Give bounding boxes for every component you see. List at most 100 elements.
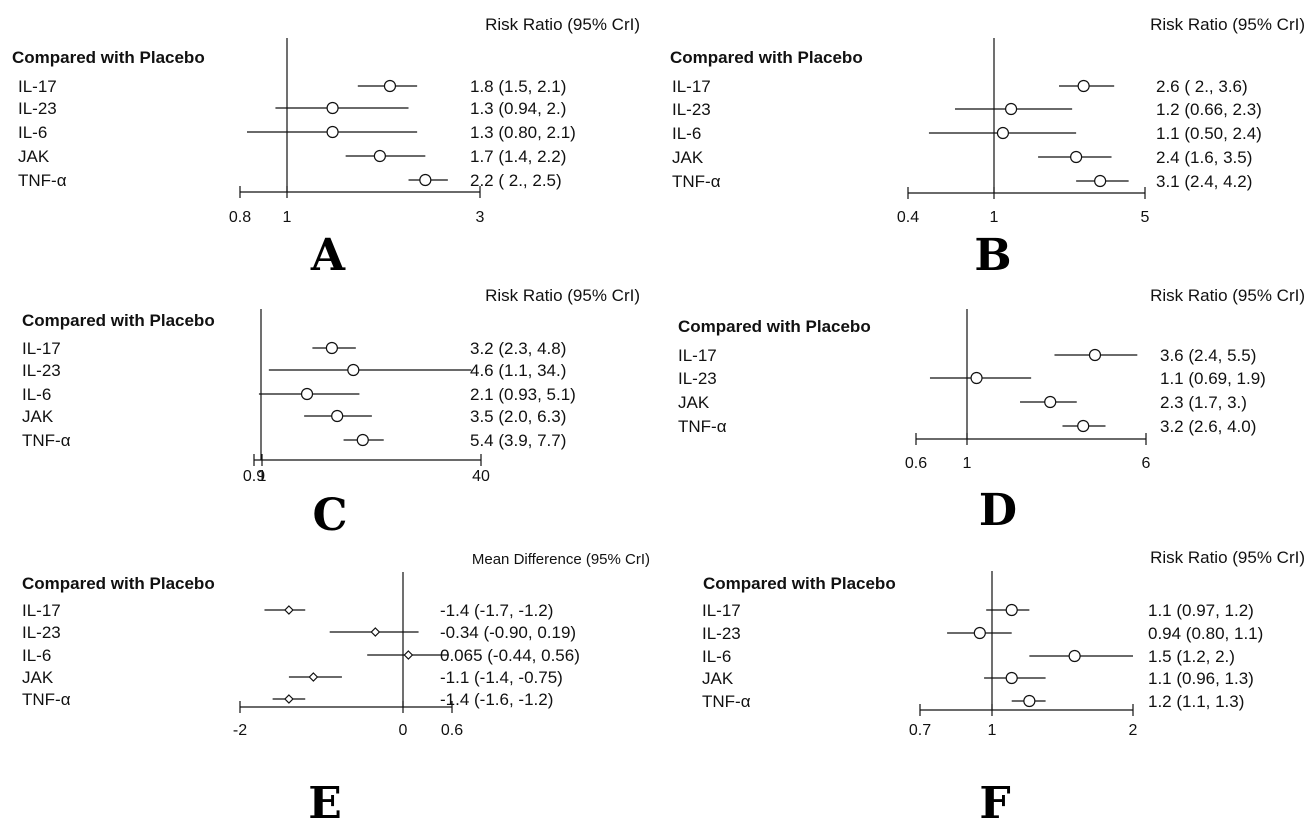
tick-label: 3 <box>476 209 485 226</box>
forest-row: JAK 2.4 (1.6, 3.5) <box>672 148 1252 167</box>
group-label: Compared with Placebo <box>12 48 205 67</box>
row-label: TNF-α <box>22 690 71 709</box>
point-estimate <box>370 627 381 637</box>
panel-a: Risk Ratio (95% CrI) Compared with Placeb… <box>12 15 640 281</box>
panel-header: Risk Ratio (95% CrI) <box>485 286 640 305</box>
point-estimate <box>1023 694 1036 708</box>
row-label: IL-6 <box>702 647 731 666</box>
group-label: Compared with Placebo <box>22 574 215 593</box>
row-estimate-text: 3.2 (2.6, 4.0) <box>1160 417 1256 436</box>
forest-row: IL-6 1.1 (0.50, 2.4) <box>672 124 1262 143</box>
point-estimate <box>403 650 414 660</box>
row-estimate-text: 5.4 (3.9, 7.7) <box>470 431 566 450</box>
forest-row: IL-23 0.94 (0.80, 1.1) <box>702 624 1263 643</box>
row-estimate-text: 0.065 (-0.44, 0.56) <box>440 646 580 665</box>
point-estimate <box>284 694 294 704</box>
tick-label: 0.6 <box>441 722 463 739</box>
forest-row: TNF-α -1.4 (-1.6, -1.2) <box>22 690 553 709</box>
row-label: IL-23 <box>672 100 711 119</box>
point-estimate <box>1005 671 1018 685</box>
forest-row: TNF-α 3.1 (2.4, 4.2) <box>672 172 1252 191</box>
row-label: TNF-α <box>22 431 71 450</box>
tick-label: 0.4 <box>897 209 919 226</box>
forest-row: IL-17 1.8 (1.5, 2.1) <box>18 77 566 96</box>
row-label: IL-17 <box>678 346 717 365</box>
tick-label: 1 <box>990 209 999 226</box>
forest-row: IL-17 3.6 (2.4, 5.5) <box>678 346 1256 365</box>
row-estimate-text: 2.4 (1.6, 3.5) <box>1156 148 1252 167</box>
row-label: IL-23 <box>702 624 741 643</box>
tick-label: 40 <box>472 468 490 485</box>
panel-header: Mean Difference (95% CrI) <box>472 551 650 568</box>
row-estimate-text: 1.1 (0.96, 1.3) <box>1148 669 1254 688</box>
point-estimate <box>347 363 360 377</box>
row-label: IL-17 <box>22 339 61 358</box>
forest-row: IL-17 -1.4 (-1.7, -1.2) <box>22 601 553 620</box>
forest-row: IL-23 4.6 (1.1, 34.) <box>22 361 566 380</box>
row-estimate-text: 2.3 (1.7, 3.) <box>1160 393 1247 412</box>
row-label: TNF-α <box>672 172 721 191</box>
tick-label: 1 <box>258 468 267 485</box>
panel-e: Mean Difference (95% CrI) Compared with P… <box>22 551 650 823</box>
row-estimate-text: 4.6 (1.1, 34.) <box>470 361 566 380</box>
point-estimate <box>383 79 397 93</box>
row-label: JAK <box>22 407 54 426</box>
panel-letter: B <box>974 230 1011 281</box>
forest-row: IL-23 1.2 (0.66, 2.3) <box>672 100 1262 119</box>
row-label: IL-23 <box>18 99 57 118</box>
forest-row: JAK -1.1 (-1.4, -0.75) <box>22 668 563 687</box>
point-estimate <box>326 125 339 139</box>
row-label: IL-6 <box>22 646 51 665</box>
panel-letter: F <box>979 778 1010 823</box>
panel-d: Risk Ratio (95% CrI) Compared with Placeb… <box>678 286 1305 536</box>
row-estimate-text: 1.8 (1.5, 2.1) <box>470 77 566 96</box>
tick-label: 2 <box>1129 722 1138 739</box>
row-estimate-text: 1.2 (0.66, 2.3) <box>1156 100 1262 119</box>
row-label: JAK <box>18 147 50 166</box>
forest-row: IL-6 0.065 (-0.44, 0.56) <box>22 646 580 665</box>
point-estimate <box>356 433 369 447</box>
point-estimate <box>1044 395 1057 409</box>
forest-row: IL-6 1.5 (1.2, 2.) <box>702 647 1235 666</box>
point-estimate <box>1005 603 1018 617</box>
row-estimate-text: 0.94 (0.80, 1.1) <box>1148 624 1263 643</box>
row-estimate-text: 3.1 (2.4, 4.2) <box>1156 172 1252 191</box>
row-label: IL-6 <box>18 123 47 142</box>
panel-b: Risk Ratio (95% CrI) Compared with Placeb… <box>670 15 1305 281</box>
row-label: IL-17 <box>702 601 741 620</box>
point-estimate <box>331 409 344 423</box>
row-label: JAK <box>22 668 54 687</box>
group-label: Compared with Placebo <box>670 48 863 67</box>
forest-row: TNF-α 1.2 (1.1, 1.3) <box>702 692 1244 711</box>
group-label: Compared with Placebo <box>678 317 871 336</box>
forest-row: IL-17 1.1 (0.97, 1.2) <box>702 601 1254 620</box>
forest-row: IL-6 2.1 (0.93, 5.1) <box>22 385 576 404</box>
forest-row: JAK 2.3 (1.7, 3.) <box>678 393 1247 412</box>
panel-header: Risk Ratio (95% CrI) <box>485 15 640 34</box>
tick-label: 1 <box>963 455 972 472</box>
row-label: IL-23 <box>22 361 61 380</box>
point-estimate <box>1077 419 1090 433</box>
tick-label: -2 <box>233 722 247 739</box>
forest-row: JAK 1.7 (1.4, 2.2) <box>18 147 566 166</box>
row-estimate-text: 1.1 (0.69, 1.9) <box>1160 369 1266 388</box>
forest-row: IL-17 2.6 ( 2., 3.6) <box>672 77 1248 96</box>
row-label: IL-17 <box>18 77 57 96</box>
point-estimate <box>326 101 339 115</box>
forest-row: TNF-α 5.4 (3.9, 7.7) <box>22 431 566 450</box>
row-estimate-text: 1.2 (1.1, 1.3) <box>1148 692 1244 711</box>
tick-label: 1 <box>988 722 997 739</box>
forest-row: IL-6 1.3 (0.80, 2.1) <box>18 123 576 142</box>
row-estimate-text: 1.1 (0.97, 1.2) <box>1148 601 1254 620</box>
forest-row: TNF-α 2.2 ( 2., 2.5) <box>18 171 562 190</box>
row-estimate-text: 1.3 (0.94, 2.) <box>470 99 566 118</box>
panel-letter: A <box>310 230 346 281</box>
forest-row: IL-23 -0.34 (-0.90, 0.19) <box>22 623 576 642</box>
panel-c: Risk Ratio (95% CrI) Compared with Placeb… <box>22 286 640 541</box>
tick-label: 5 <box>1141 209 1150 226</box>
tick-label: 6 <box>1142 455 1151 472</box>
row-estimate-text: -0.34 (-0.90, 0.19) <box>440 623 576 642</box>
row-estimate-text: 2.6 ( 2., 3.6) <box>1156 77 1248 96</box>
forest-row: IL-17 3.2 (2.3, 4.8) <box>22 339 566 358</box>
forest-row: IL-23 1.3 (0.94, 2.) <box>18 99 566 118</box>
